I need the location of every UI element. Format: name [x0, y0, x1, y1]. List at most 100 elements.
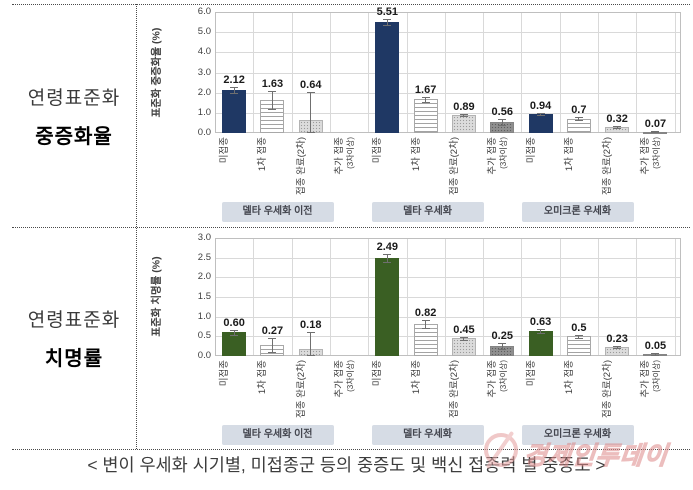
error-bar-cap [651, 354, 660, 356]
error-bar-cap [306, 331, 315, 333]
value-label: 0.27 [261, 325, 284, 338]
severity-bar-chart: 6.0 5.0 4.0 3.0 2.0 1.0 0.0 표준화 중증화율 (%) 2.12 1.6… [136, 4, 693, 227]
error-bar [310, 91, 312, 132]
error-bar-cap [613, 348, 622, 350]
error-bar [425, 96, 427, 102]
error-bar [271, 91, 273, 109]
v-gridline [483, 13, 485, 132]
x-tick-label: 추가 접종 (3차이상) [640, 360, 662, 398]
error-bar [578, 117, 580, 121]
error-bar [386, 19, 388, 26]
v-gridline [329, 13, 331, 132]
bar [451, 115, 476, 133]
y-tick-label: 4.0 [197, 46, 211, 58]
x-tick-label: 접종 완료(2차) [602, 360, 614, 418]
error-bar [386, 253, 388, 263]
error-bar-cap [574, 117, 583, 119]
table-border-middle [12, 227, 690, 228]
v-gridline [636, 13, 638, 132]
error-bar-cap [421, 96, 430, 98]
x-tick-label: 1차 접종 [257, 360, 269, 395]
error-bar-cap [536, 329, 545, 331]
error-bar-cap [651, 353, 660, 355]
group-label: 델타 우세화 이전 [221, 425, 334, 445]
bar [528, 331, 553, 356]
error-bar-cap [230, 93, 239, 95]
value-label: 0.82 [414, 306, 437, 319]
error-bar [578, 334, 580, 338]
y-tick-label: 0.0 [197, 350, 211, 361]
x-tick-label: 미접종 [372, 360, 384, 387]
y-tick-label: 3.0 [197, 66, 211, 78]
x-tick-label: 접종 완료(2차) [448, 360, 460, 418]
value-label: 2.12 [223, 74, 245, 87]
y-tick-label: 2.0 [197, 86, 211, 98]
figure-caption: < 변이 우세화 시기별, 미접종군 등의 중증도 및 백신 접종력 별 중증도… [87, 455, 606, 475]
y-tick-label: 1.0 [197, 106, 211, 118]
h-gridline [216, 297, 680, 298]
y-axis-title: 표준화 중증화율 (%) [150, 27, 163, 117]
error-bar-cap [268, 338, 277, 340]
x-tick-label: 추가 접종 (3차이상) [487, 360, 509, 398]
error-bar [463, 336, 465, 340]
v-gridline [368, 13, 370, 132]
error-bar-cap [230, 335, 239, 337]
v-gridline [253, 13, 255, 132]
x-tick-label: 1차 접종 [563, 137, 575, 172]
error-bar-cap [268, 91, 277, 93]
value-label: 0.63 [529, 316, 552, 329]
row-label-severity: 연령표준화 중증화율 [12, 4, 136, 227]
h-gridline [216, 32, 680, 34]
value-label: 0.23 [606, 332, 628, 345]
error-bar-cap [459, 116, 468, 118]
error-bar-cap [498, 343, 507, 345]
v-gridline [291, 239, 293, 355]
group-label: 오미크론 우세화 [521, 202, 634, 222]
row-label-line1: 연령표준화 [27, 309, 121, 331]
error-bar [233, 87, 235, 94]
v-gridline [368, 239, 370, 355]
error-bar-cap [306, 91, 315, 93]
bar [413, 323, 438, 356]
error-bar [501, 118, 503, 125]
error-bar-cap [536, 112, 545, 114]
x-tick-label: 미접종 [219, 360, 231, 387]
v-gridline [444, 239, 446, 355]
row-label-fatality: 연령표준화 치명률 [12, 227, 136, 448]
error-bar-cap [421, 319, 430, 321]
h-gridline [216, 72, 680, 74]
error-bar-cap [613, 125, 622, 127]
error-bar-cap [459, 339, 468, 341]
value-label: 0.56 [491, 105, 513, 118]
x-tick-label: 접종 완료(2차) [602, 137, 614, 195]
bar [260, 100, 285, 133]
h-gridline [216, 92, 680, 94]
v-gridline [636, 239, 638, 355]
error-bar-cap [306, 355, 315, 356]
value-label: 0.60 [223, 316, 245, 329]
error-bar-cap [613, 127, 622, 129]
y-tick-label: 6.0 [197, 6, 211, 17]
y-tick-label: 1.5 [197, 291, 211, 302]
error-bar [501, 343, 503, 349]
v-gridline [253, 239, 255, 355]
error-bar-cap [383, 19, 392, 21]
y-axis-title: 표준화 치명률 (%) [150, 256, 163, 337]
value-label: 0.05 [644, 340, 667, 353]
x-tick-label: 접종 완료(2차) [295, 360, 307, 418]
error-bar [271, 338, 273, 353]
bar [222, 90, 247, 133]
error-bar-cap [651, 130, 660, 132]
x-tick-label: 추가 접종 (3차이상) [334, 137, 356, 175]
value-label: 2.49 [376, 240, 399, 253]
x-tick-label: 추가 접종 (3차이상) [487, 137, 509, 175]
value-label: 0.32 [606, 112, 628, 125]
error-bar-cap [383, 262, 392, 264]
x-tick-label: 미접종 [525, 360, 537, 387]
group-label: 델타 우세화 [371, 425, 484, 445]
v-gridline [521, 239, 523, 355]
table-border-bottom [12, 449, 690, 450]
value-label: 0.25 [491, 330, 513, 343]
v-gridline [444, 13, 446, 132]
value-label: 1.67 [414, 83, 437, 96]
